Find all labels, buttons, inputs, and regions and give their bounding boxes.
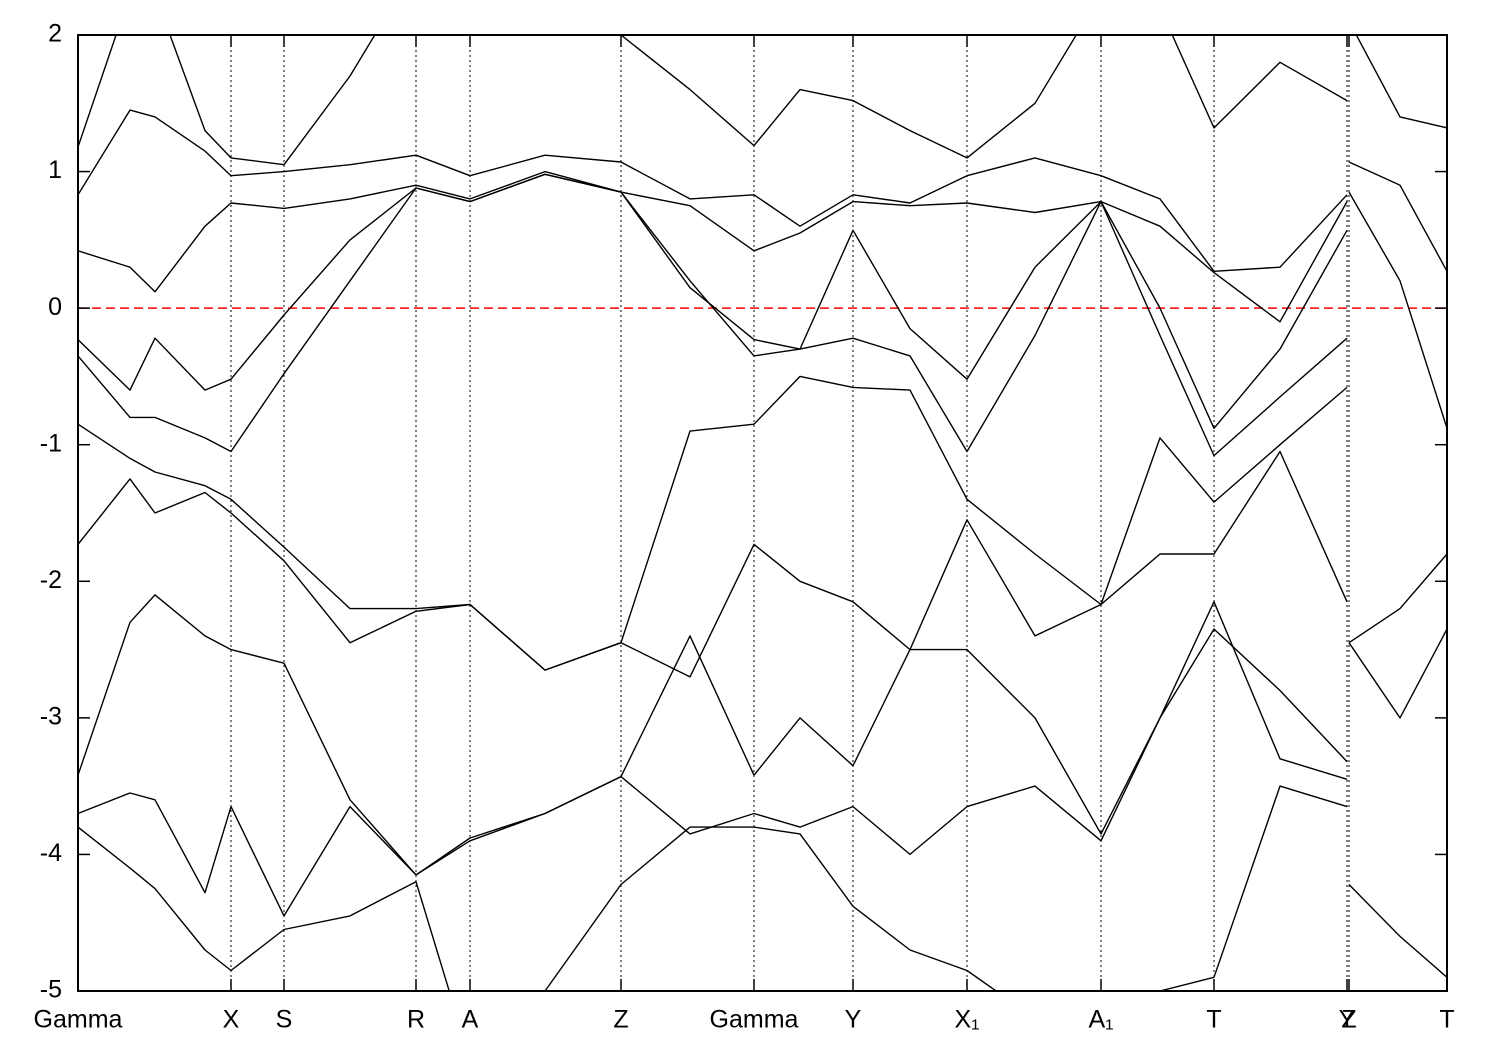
y-tick-label: 1	[48, 156, 62, 184]
x-tick-label: X₁	[954, 1006, 979, 1034]
x-tick-label: A₁	[1088, 1006, 1113, 1034]
band-line	[78, 173, 1348, 457]
band-line	[78, 170, 1348, 323]
x-tick-label: Gamma	[710, 1006, 799, 1034]
band-line	[78, 35, 1348, 166]
band-line	[78, 375, 1348, 671]
y-tick-label: 0	[48, 293, 62, 321]
y-tick-label: 2	[48, 20, 62, 48]
y-tick-label: -4	[40, 839, 62, 867]
band-line	[1348, 161, 1447, 272]
band-line	[1355, 35, 1447, 129]
band-line	[78, 109, 1348, 272]
x-tick-label: Y	[845, 1006, 862, 1034]
band-line	[78, 450, 1348, 678]
band-line	[1348, 553, 1447, 644]
band-line	[1348, 191, 1447, 429]
x-tick-label: Z	[613, 1006, 628, 1034]
x-tick-label: Gamma	[34, 1006, 123, 1034]
band-line	[78, 785, 1348, 991]
y-tick-label: -5	[40, 976, 62, 1004]
x-tick-label: T	[1206, 1006, 1221, 1034]
x-tick-label: X	[223, 1006, 240, 1034]
y-tick-label: -2	[40, 566, 62, 594]
band-line	[1348, 884, 1447, 978]
x-tick-label: Y	[1339, 1006, 1356, 1034]
y-tick-label: -1	[40, 429, 62, 457]
grid-layer	[77, 35, 1448, 991]
x-tick-label: S	[276, 1006, 293, 1034]
x-tick-label: T	[1439, 1006, 1454, 1034]
band-line	[78, 594, 1348, 876]
x-tick-label: R	[407, 1006, 425, 1034]
x-tick-label: Z	[1341, 1006, 1356, 1034]
x-tick-label: A	[462, 1006, 479, 1034]
bands-layer	[78, 35, 1447, 991]
band-line	[78, 173, 1348, 429]
plot-frame	[77, 34, 1448, 992]
y-tick-label: -3	[40, 702, 62, 730]
band-line	[78, 601, 1348, 917]
band-line	[1348, 628, 1447, 719]
